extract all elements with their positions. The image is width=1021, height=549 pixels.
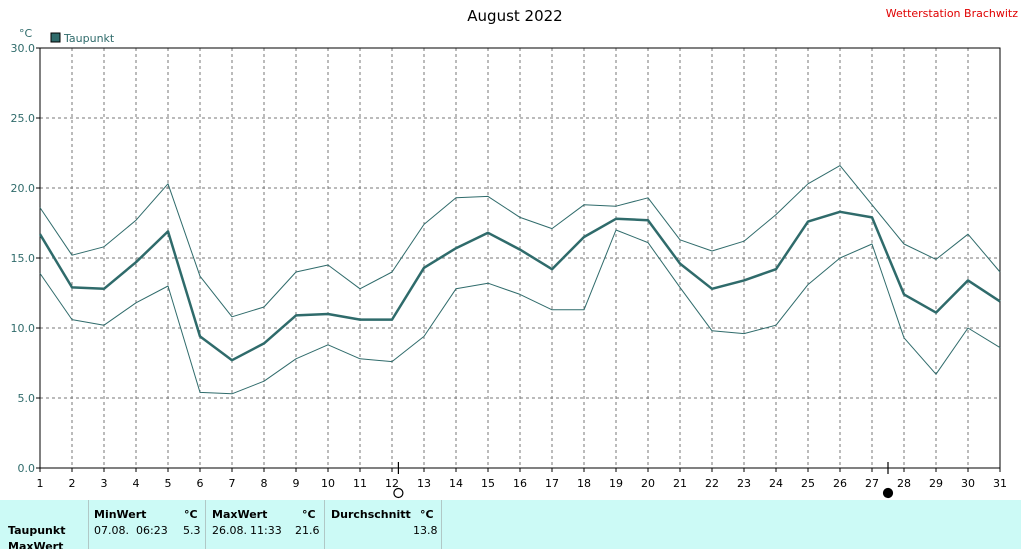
grid xyxy=(40,48,1000,468)
x-tick-label: 26 xyxy=(833,477,847,490)
y-tick-label: 15.0 xyxy=(11,252,36,265)
legend-label: Taupunkt xyxy=(63,32,115,45)
x-tick-label: 18 xyxy=(577,477,591,490)
full-moon-icon xyxy=(393,487,404,499)
x-tick-label: 13 xyxy=(417,477,431,490)
min-value: 5.3 xyxy=(183,524,201,537)
y-tick-label: 0.0 xyxy=(18,462,36,475)
statistics-panel: Taupunkt MaxWert MinWert °C 07.08. 06:23… xyxy=(0,500,1021,549)
column-divider xyxy=(324,500,325,549)
min-time: 06:23 xyxy=(136,524,168,537)
max-header: MaxWert xyxy=(212,508,268,521)
series-line-taupunkt xyxy=(38,210,1001,362)
series-line-upper xyxy=(39,165,1001,318)
min-header: MinWert xyxy=(94,508,147,521)
max-unit: °C xyxy=(302,508,316,521)
dewpoint-chart: August 2022 Wetterstation Brachwitz °C T… xyxy=(11,7,1018,499)
max-time: 11:33 xyxy=(250,524,282,537)
x-tick-label: 24 xyxy=(769,477,783,490)
max-value: 21.6 xyxy=(295,524,320,537)
y-tick-label: 5.0 xyxy=(18,392,36,405)
x-tick-label: 17 xyxy=(545,477,559,490)
series-line-lower xyxy=(39,229,1001,395)
x-tick-label: 31 xyxy=(993,477,1007,490)
x-tick-label: 29 xyxy=(929,477,943,490)
column-divider xyxy=(441,500,442,549)
y-unit-label: °C xyxy=(19,27,33,40)
x-axis: 1 2 3 4 5 6 7 8 9 10 11 12 13 14 15 16 17 18 19 20 21 22 23 24 2… xyxy=(37,468,1007,490)
x-tick-label: 15 xyxy=(481,477,495,490)
y-tick-label: 10.0 xyxy=(11,322,36,335)
y-axis: 0.0 5.0 10.0 15.0 20.0 25.0 30.0 xyxy=(11,42,40,475)
x-tick-label: 27 xyxy=(865,477,879,490)
x-tick-label: 14 xyxy=(449,477,463,490)
max-date: 26.08. xyxy=(212,524,247,537)
x-tick-label: 8 xyxy=(261,477,268,490)
chart-title: August 2022 xyxy=(467,7,562,25)
x-tick-label: 28 xyxy=(897,477,911,490)
column-divider xyxy=(205,500,206,549)
x-tick-label: 2 xyxy=(69,477,76,490)
x-tick-label: 9 xyxy=(293,477,300,490)
x-tick-label: 30 xyxy=(961,477,975,490)
x-tick-label: 7 xyxy=(229,477,236,490)
moon-markers xyxy=(393,462,894,499)
avg-unit: °C xyxy=(420,508,434,521)
x-tick-label: 4 xyxy=(133,477,140,490)
x-tick-label: 22 xyxy=(705,477,719,490)
station-name: Wetterstation Brachwitz xyxy=(886,7,1018,20)
avg-header: Durchschnitt xyxy=(331,508,411,521)
x-tick-label: 12 xyxy=(385,477,399,490)
stats-row-label-2: MaxWert xyxy=(8,540,64,549)
y-tick-label: 30.0 xyxy=(11,42,36,55)
stats-row-label: Taupunkt xyxy=(8,524,66,537)
series-lines xyxy=(38,165,1001,395)
min-date: 07.08. xyxy=(94,524,129,537)
avg-value: 13.8 xyxy=(413,524,438,537)
x-tick-label: 20 xyxy=(641,477,655,490)
y-tick-label: 20.0 xyxy=(11,182,36,195)
column-divider xyxy=(88,500,89,549)
x-tick-label: 23 xyxy=(737,477,751,490)
x-tick-label: 3 xyxy=(101,477,108,490)
x-tick-label: 10 xyxy=(321,477,335,490)
y-tick-label: 25.0 xyxy=(11,112,36,125)
x-tick-label: 5 xyxy=(165,477,172,490)
x-tick-label: 1 xyxy=(37,477,44,490)
x-tick-label: 25 xyxy=(801,477,815,490)
x-tick-label: 11 xyxy=(353,477,367,490)
legend-swatch xyxy=(50,32,61,43)
min-unit: °C xyxy=(184,508,198,521)
x-tick-label: 16 xyxy=(513,477,527,490)
x-tick-label: 6 xyxy=(197,477,204,490)
x-tick-label: 19 xyxy=(609,477,623,490)
x-tick-label: 21 xyxy=(673,477,687,490)
new-moon-icon xyxy=(882,487,894,499)
